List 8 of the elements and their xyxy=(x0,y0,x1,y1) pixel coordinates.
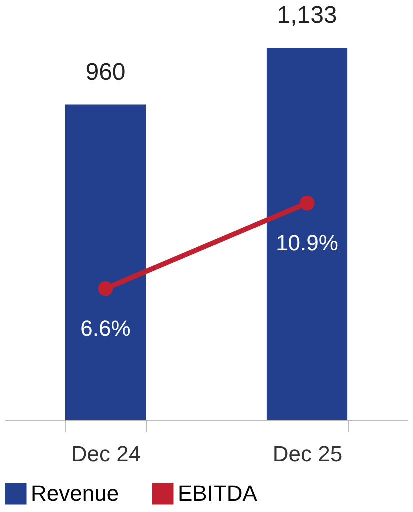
legend-label: EBITDA xyxy=(178,481,258,506)
data-label: 6.6% xyxy=(80,316,131,341)
x-tick-label: Dec 25 xyxy=(272,442,343,466)
x-tick-label: Dec 24 xyxy=(71,442,142,466)
data-label: 10.9% xyxy=(276,230,338,256)
legend-label: Revenue xyxy=(31,481,120,506)
data-label: 1,133 xyxy=(277,2,338,29)
data-label: 960 xyxy=(86,58,126,86)
